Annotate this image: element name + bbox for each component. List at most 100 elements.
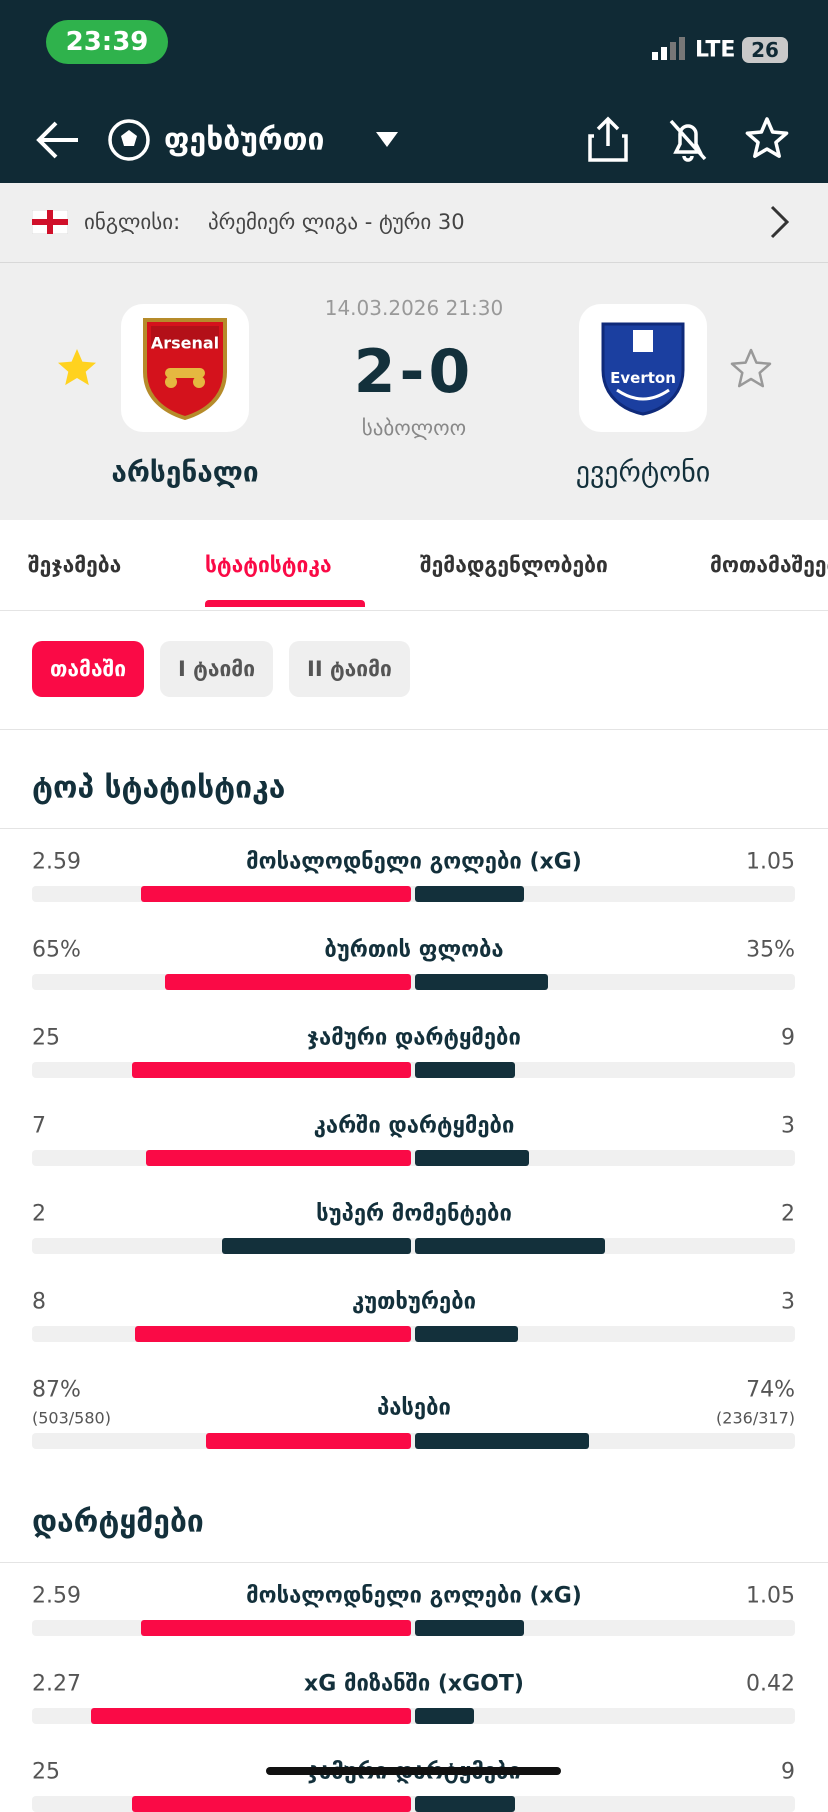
dropdown-icon[interactable]: [374, 130, 400, 150]
away-bar: [415, 1796, 516, 1812]
away-value: 3: [781, 1113, 795, 1139]
bar-track: [32, 1150, 795, 1166]
period-pill[interactable]: თამაში: [32, 641, 145, 697]
home-bar: [141, 886, 411, 902]
england-flag: [32, 210, 68, 234]
home-bar: [132, 1062, 411, 1078]
bar-track: [32, 886, 795, 902]
section-title: დარტყმები: [32, 1504, 204, 1540]
home-bar: [164, 974, 411, 990]
away-value: 35%: [746, 937, 795, 963]
tab[interactable]: მოთამაშეები: [710, 553, 828, 577]
home-bar: [135, 1326, 411, 1342]
home-value: 2.27: [32, 1671, 81, 1697]
stat-name: ჯამური დარტყმები: [307, 1025, 521, 1051]
away-value: 74%: [746, 1377, 795, 1403]
divider: [0, 262, 828, 263]
away-bar: [415, 1238, 605, 1254]
bar-track: [32, 1620, 795, 1636]
divider: [0, 828, 828, 829]
score: 2-0: [353, 337, 475, 407]
away-value: 9: [781, 1025, 795, 1051]
bar-track: [32, 1796, 795, 1812]
stat-name: კუთხურები: [351, 1289, 477, 1315]
header-title[interactable]: ფეხბურთი: [164, 122, 325, 158]
home-value: 25: [32, 1025, 60, 1051]
divider: [0, 1562, 828, 1563]
tab-bar: შეჯამება სტატისტიკა შემადგენლობები მოთამაშე…: [0, 520, 828, 611]
bar-track: [32, 1062, 795, 1078]
favorite-button[interactable]: [745, 116, 789, 162]
stat-name: მოსალოდნელი გოლები (xG): [246, 849, 582, 875]
away-team[interactable]: ევერტონი: [575, 455, 711, 489]
home-bar: [141, 1620, 411, 1636]
home-sub-value: (503/580): [32, 1408, 111, 1428]
home-value: 8: [32, 1289, 46, 1315]
bar-track: [32, 1326, 795, 1342]
home-bar: [91, 1708, 411, 1724]
signal-icon: [652, 37, 685, 60]
status-time: 23:39: [65, 27, 149, 57]
period-pill[interactable]: I ტაიმი: [160, 641, 274, 697]
away-bar: [415, 1620, 525, 1636]
home-value: 65%: [32, 937, 81, 963]
bar-track: [32, 1708, 795, 1724]
away-sub-value: (236/317): [716, 1408, 795, 1428]
battery: [742, 37, 788, 63]
arsenal-crest: [143, 318, 227, 420]
stat-name: xG მიზანში (xGOT): [304, 1671, 524, 1697]
home-logo-text: Arsenal: [150, 333, 220, 353]
away-bar: [415, 1708, 475, 1724]
away-value: 1.05: [746, 849, 795, 875]
stat-name: კარში დარტყმები: [313, 1113, 515, 1139]
period-bar: თამაში I ტაიმი II ტაიმი: [0, 610, 828, 730]
league-country[interactable]: ინგლისი:: [84, 210, 181, 234]
away-bar: [415, 1326, 519, 1342]
home-favorite[interactable]: [56, 348, 98, 388]
away-bar: [415, 1433, 590, 1449]
bar-track: [32, 974, 795, 990]
away-bar: [415, 886, 525, 902]
everton-crest: [601, 322, 685, 416]
stat-name: მოსალოდნელი გოლები (xG): [246, 1583, 582, 1609]
home-team[interactable]: არსენალი: [111, 455, 259, 489]
tab-indicator: [205, 600, 365, 607]
home-value: 2.59: [32, 849, 81, 875]
home-value: 2: [32, 1201, 46, 1227]
away-value: 0.42: [746, 1671, 795, 1697]
period-pill[interactable]: II ტაიმი: [289, 641, 410, 697]
tab[interactable]: სტატისტიკა: [205, 553, 332, 577]
stat-name: პასები: [377, 1395, 451, 1421]
match-status: საბოლოო: [361, 416, 467, 440]
share-button[interactable]: [586, 116, 630, 164]
battery-level: 26: [751, 38, 779, 62]
away-favorite[interactable]: [730, 348, 772, 388]
away-value: 3: [781, 1289, 795, 1315]
away-value: 1.05: [746, 1583, 795, 1609]
league-name[interactable]: პრემიერ ლიგა - ტური 30: [208, 210, 465, 234]
away-value: 2: [781, 1201, 795, 1227]
home-bar: [206, 1433, 411, 1449]
notification-button[interactable]: [666, 116, 710, 164]
chevron-right[interactable]: [768, 204, 792, 240]
section-title: ტოპ სტატისტიკა: [32, 770, 286, 806]
home-indicator: [266, 1767, 561, 1775]
home-value: 7: [32, 1113, 46, 1139]
football-icon: [108, 119, 150, 161]
away-value: 9: [781, 1759, 795, 1785]
tab[interactable]: შემადგენლობები: [420, 553, 608, 577]
time-pill: [46, 20, 168, 64]
stat-name: ბურთის ფლობა: [324, 937, 504, 963]
network: LTE: [695, 37, 736, 63]
away-bar: [415, 974, 548, 990]
home-value: 2.59: [32, 1583, 81, 1609]
bar-track: [32, 1433, 795, 1449]
back-button[interactable]: [30, 115, 86, 165]
away-bar: [415, 1062, 516, 1078]
bar-track: [32, 1238, 795, 1254]
home-value: 25: [32, 1759, 60, 1785]
match-datetime: 14.03.2026 21:30: [324, 296, 504, 320]
away-logo-text: Everton: [610, 369, 676, 387]
tab[interactable]: შეჯამება: [28, 553, 122, 577]
home-bar: [221, 1238, 411, 1254]
